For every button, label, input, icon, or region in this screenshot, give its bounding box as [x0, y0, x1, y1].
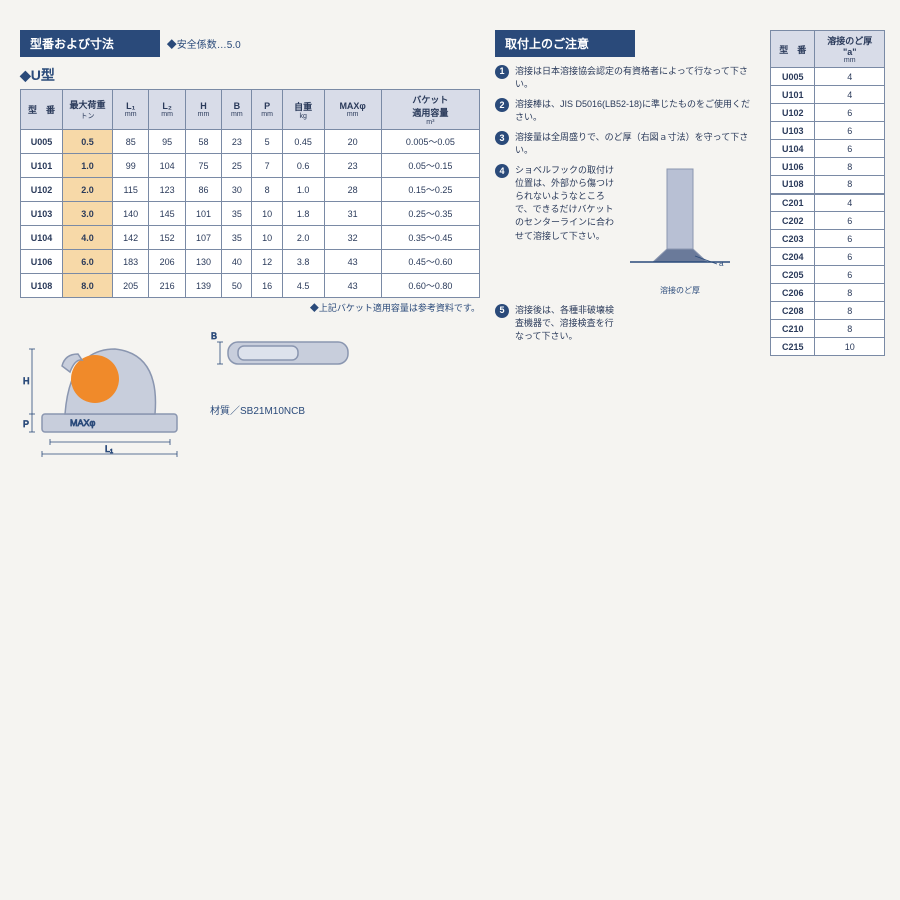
col-header: MAXφmm — [324, 90, 381, 130]
table-row: U1068 — [771, 158, 885, 176]
thickness-table: 型 番溶接のど厚"a"mm U0054U1014U1026U1036U1046U… — [770, 30, 885, 356]
notice-badge: 5 — [495, 304, 509, 318]
col-header: Pmm — [252, 90, 282, 130]
table-row: U1088.020521613950164.5430.60～0.80 — [21, 274, 480, 298]
col-header: Bmm — [222, 90, 252, 130]
table-row: C2014 — [771, 194, 885, 212]
notice-item: 1 溶接は日本溶接協会認定の有資格者によって行なって下さい。 — [495, 65, 755, 91]
notice-badge: 3 — [495, 131, 509, 145]
left-header: 型番および寸法 — [20, 30, 160, 57]
notice-text: 溶接量は全周盛りで、のど厚（右図ａ寸法）を守って下さい。 — [515, 131, 755, 157]
table-row: C21510 — [771, 338, 885, 356]
front-diagram: H P L₁ MAXφ — [20, 324, 195, 459]
table-note: ◆上記バケット適用容量は参考資料です。 — [20, 301, 480, 314]
svg-text:B: B — [211, 331, 217, 341]
table-row: U1033.014014510135101.8310.25～0.35 — [21, 202, 480, 226]
notice-text: 溶接後は、各種非破壊検査機器で、溶接検査を行なって下さい。 — [515, 304, 615, 343]
table-row: U1044.014215210735102.0320.35～0.45 — [21, 226, 480, 250]
material-label: 材質／SB21M10NCB — [210, 402, 360, 417]
table-row: U1014 — [771, 86, 885, 104]
notice-item: 5 溶接後は、各種非破壊検査機器で、溶接検査を行なって下さい。 — [495, 304, 755, 343]
svg-text:a: a — [719, 259, 724, 268]
col-header: 溶接のど厚"a"mm — [815, 31, 885, 68]
col-header: 型 番 — [21, 90, 63, 130]
table-row: C2046 — [771, 248, 885, 266]
col-header: 最大荷重トン — [63, 90, 113, 130]
col-header: 自重kg — [282, 90, 324, 130]
table-row: U1088 — [771, 176, 885, 194]
svg-text:MAXφ: MAXφ — [70, 418, 96, 428]
notice-list: 1 溶接は日本溶接協会認定の有資格者によって行なって下さい。 2 溶接棒は、JIS D… — [495, 65, 755, 343]
svg-text:L₁: L₁ — [105, 444, 113, 454]
type-title: ◆U型 — [20, 65, 480, 85]
table-row: C2026 — [771, 212, 885, 230]
top-diagram: B — [210, 324, 360, 379]
col-header: L₁mm — [113, 90, 149, 130]
col-header: L₂mm — [149, 90, 185, 130]
table-row: C2056 — [771, 266, 885, 284]
col-header: Hmm — [185, 90, 221, 130]
weld-diagram: a 溶接のど厚 — [625, 164, 735, 297]
table-row: U0054 — [771, 68, 885, 86]
spec-table: 型 番最大荷重トンL₁mmL₂mmHmmBmmPmm自重kgMAXφmmバケット… — [20, 89, 480, 298]
table-row: U1022.0115123863081.0280.15～0.25 — [21, 178, 480, 202]
table-row: U1046 — [771, 140, 885, 158]
table-row: C2068 — [771, 284, 885, 302]
notice-item: 2 溶接棒は、JIS D5016(LB52-18)に準じたものをご使用ください。 — [495, 98, 755, 124]
notice-item: 3 溶接量は全周盛りで、のど厚（右図ａ寸法）を守って下さい。 — [495, 131, 755, 157]
table-row: U1066.018320613040123.8430.45～0.60 — [21, 250, 480, 274]
safety-factor: ◆安全係数…5.0 — [167, 40, 241, 51]
notice-text: ショベルフックの取付け位置は、外部から傷つけられないようなところで、できるだけバ… — [515, 164, 615, 242]
svg-text:H: H — [23, 376, 30, 386]
table-row: U1011.099104752570.6230.05～0.15 — [21, 154, 480, 178]
table-row: U1036 — [771, 122, 885, 140]
col-header: 型 番 — [771, 31, 815, 68]
table-row: U1026 — [771, 104, 885, 122]
diagram-area: H P L₁ MAXφ — [20, 324, 480, 459]
notice-badge: 2 — [495, 98, 509, 112]
notice-badge: 1 — [495, 65, 509, 79]
notice-badge: 4 — [495, 164, 509, 178]
table-row: C2088 — [771, 302, 885, 320]
notice-item: 4 ショベルフックの取付け位置は、外部から傷つけられないようなところで、できるだけ… — [495, 164, 755, 297]
table-row: C2108 — [771, 320, 885, 338]
notice-text: 溶接は日本溶接協会認定の有資格者によって行なって下さい。 — [515, 65, 755, 91]
notice-header: 取付上のご注意 — [495, 30, 635, 57]
table-row: U0050.58595582350.45200.005～0.05 — [21, 130, 480, 154]
notice-text: 溶接棒は、JIS D5016(LB52-18)に準じたものをご使用ください。 — [515, 98, 755, 124]
table-row: C2036 — [771, 230, 885, 248]
col-header: バケット適用容量m³ — [381, 90, 479, 130]
svg-text:P: P — [23, 419, 29, 429]
